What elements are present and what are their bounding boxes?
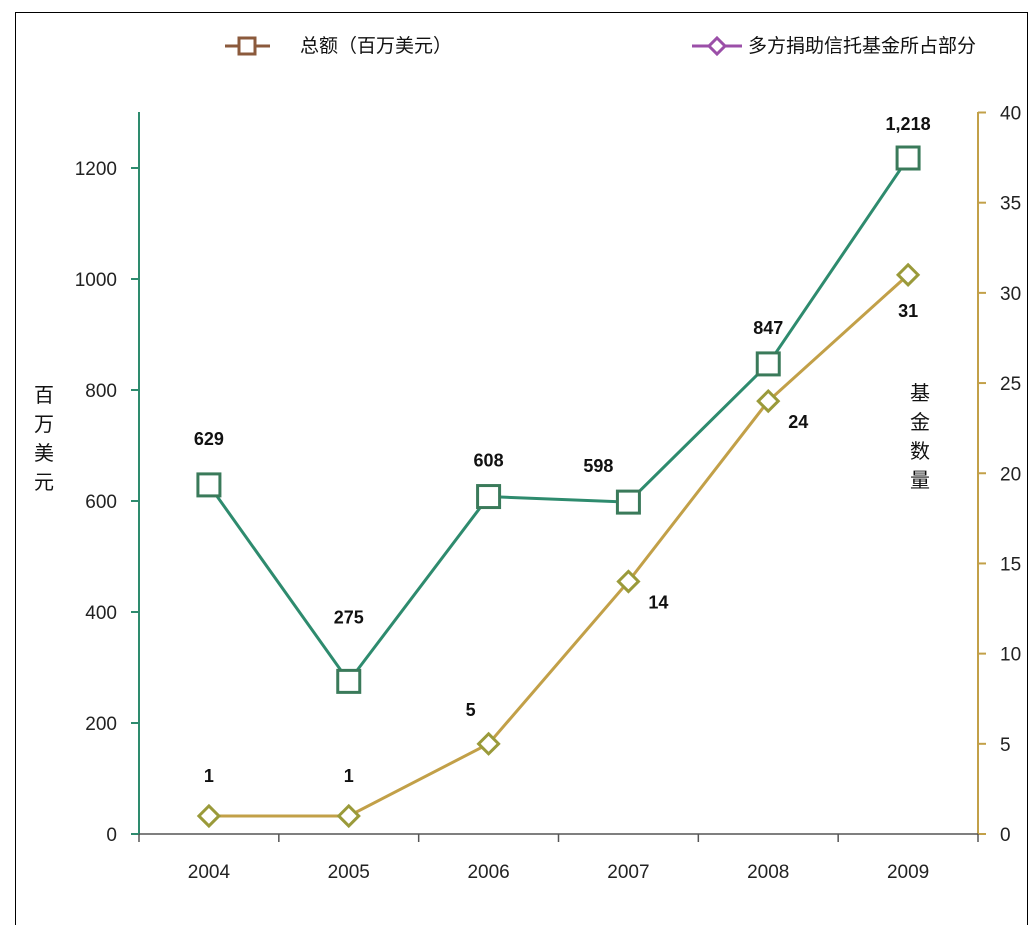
data-label: 14 (648, 592, 668, 612)
data-point-square[interactable] (336, 668, 362, 694)
data-point-diamond[interactable] (196, 803, 222, 829)
left-tick-label: 1000 (75, 270, 117, 291)
legend-label-trust-fund: 多方捐助信托基金所占部分 (748, 35, 976, 57)
right-tick-label: 0 (1000, 825, 1011, 846)
legend: 总额（百万美元） 多方捐助信托基金所占部分 (225, 35, 976, 57)
data-point-diamond[interactable] (476, 731, 501, 756)
data-label: 1 (344, 766, 354, 786)
right-tick-label: 25 (1000, 374, 1021, 395)
data-label: 598 (583, 456, 613, 476)
x-tick-label: 2007 (607, 862, 649, 883)
right-axis-title-char: 数 (910, 439, 930, 463)
data-point-diamond[interactable] (616, 569, 641, 594)
data-point-square[interactable] (755, 351, 781, 377)
data-point-square[interactable] (615, 489, 641, 515)
right-tick-label: 40 (1000, 104, 1021, 125)
right-tick-label: 10 (1000, 645, 1021, 666)
x-tick-label: 2008 (747, 862, 789, 883)
left-axis-title-char: 百 (34, 383, 54, 407)
series-line-0 (207, 157, 910, 684)
series-layer: 1 1 5 14 24 31 629 275 608 598 847 1,218 (194, 114, 931, 829)
x-tick-label: 2009 (887, 862, 929, 883)
legend-label-total: 总额（百万美元） (300, 35, 452, 57)
right-tick-label: 20 (1000, 464, 1021, 485)
legend-item-total[interactable]: 总额（百万美元） (225, 35, 452, 57)
data-label: 5 (466, 700, 476, 720)
left-axis-title-char: 美 (34, 441, 54, 465)
left-axis-title: 百万美元 (34, 383, 54, 494)
left-axis-title-char: 元 (34, 470, 54, 494)
x-tick-label: 2004 (188, 862, 231, 883)
left-axis-ticks: 0 200 400 600 800 1000 1200 (75, 159, 139, 846)
left-tick-label: 600 (85, 492, 117, 513)
data-label: 275 (334, 607, 364, 627)
right-axis-ticks: 0 5 10 15 20 25 30 35 40 (978, 104, 1021, 846)
legend-item-trust-fund[interactable]: 多方捐助信托基金所占部分 (692, 35, 976, 57)
data-label: 31 (898, 301, 918, 321)
data-point-square[interactable] (196, 472, 222, 498)
data-label: 24 (788, 412, 808, 432)
data-label: 629 (194, 429, 224, 449)
x-tick-label: 2005 (328, 862, 370, 883)
x-tick-label: 2006 (467, 862, 509, 883)
left-tick-label: 1200 (75, 159, 117, 180)
data-point-diamond[interactable] (756, 388, 781, 414)
data-label: 847 (753, 318, 783, 338)
x-axis-ticks: 2004 2005 2006 2007 2008 2009 (138, 834, 979, 883)
right-axis-title-char: 基 (910, 381, 930, 405)
chart-frame (15, 12, 1028, 925)
right-tick-label: 15 (1000, 554, 1021, 575)
left-tick-label: 200 (85, 714, 117, 735)
right-tick-label: 5 (1000, 735, 1011, 756)
data-point-square[interactable] (476, 484, 502, 510)
left-tick-label: 800 (85, 381, 117, 402)
data-point-diamond[interactable] (336, 803, 361, 829)
data-label: 1,218 (886, 114, 931, 134)
data-label: 608 (474, 451, 504, 471)
left-tick-label: 400 (85, 603, 117, 624)
data-point-square[interactable] (895, 145, 921, 171)
data-point-diamond[interactable] (895, 262, 921, 287)
series-line-1 (208, 273, 910, 818)
data-label: 1 (204, 766, 214, 786)
left-axis-title-char: 万 (34, 412, 54, 436)
right-axis-title-char: 金 (910, 410, 930, 434)
left-tick-label: 0 (106, 825, 117, 846)
right-tick-label: 35 (1000, 194, 1021, 215)
right-axis-title-char: 量 (910, 468, 930, 492)
right-tick-label: 30 (1000, 284, 1021, 305)
